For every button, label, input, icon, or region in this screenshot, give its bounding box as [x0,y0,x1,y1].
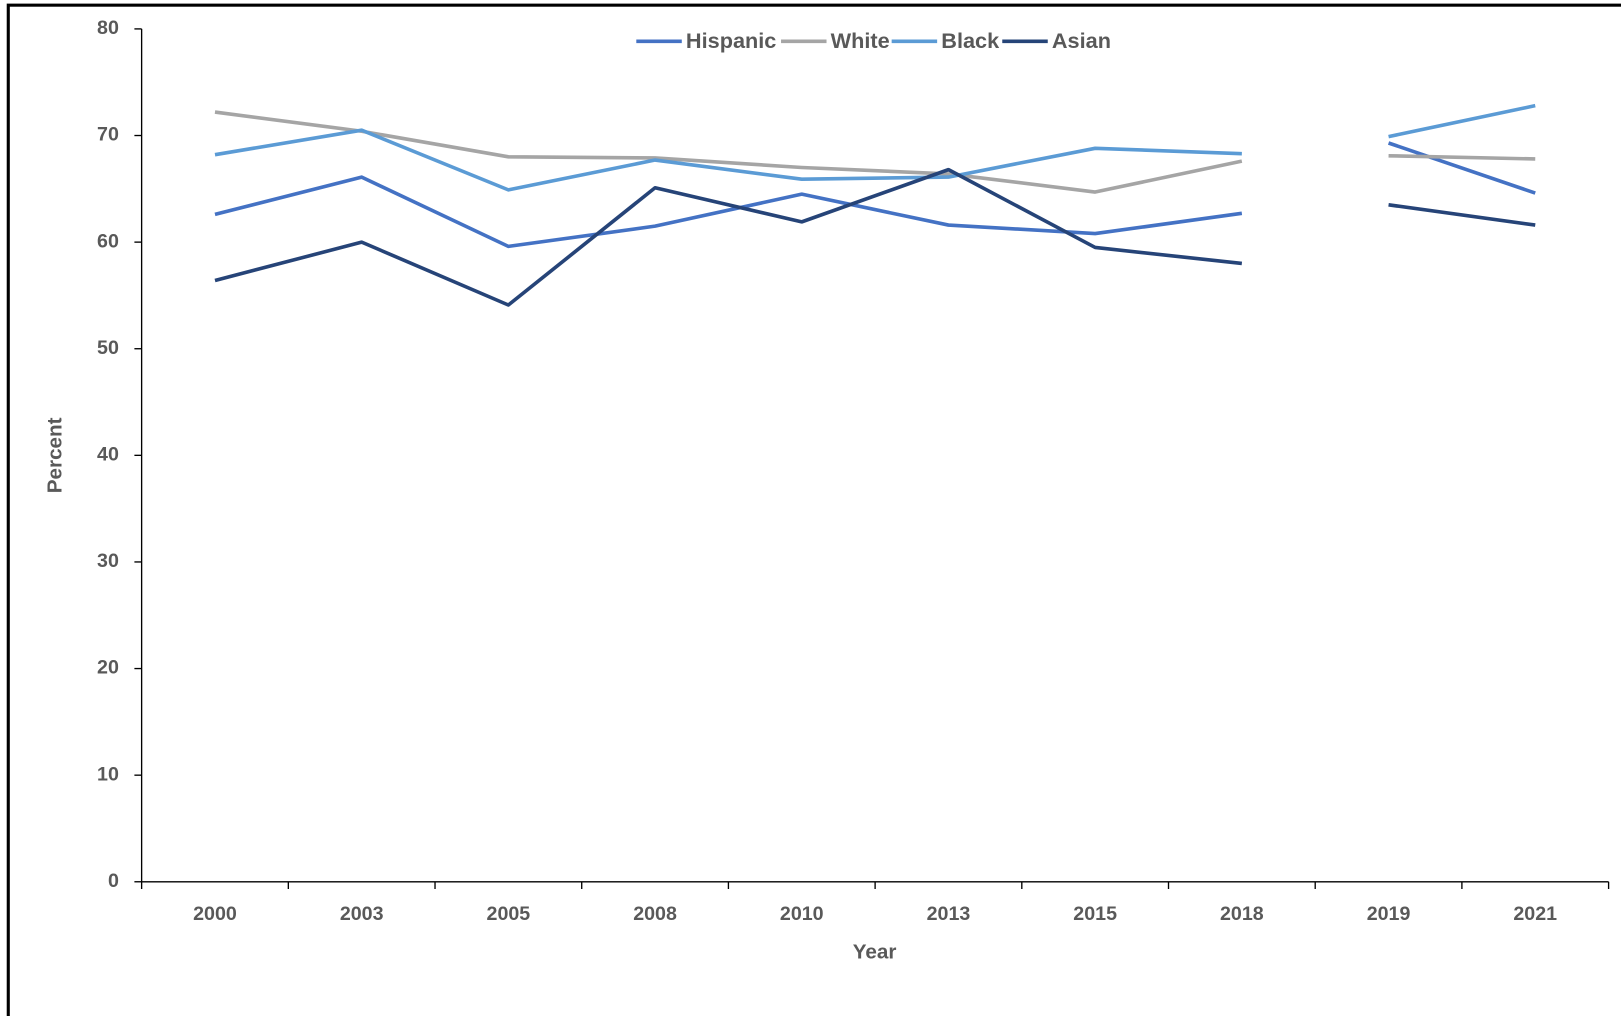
x-tick-label: 2021 [1513,903,1557,925]
legend-label: Black [941,28,1000,53]
line-series [214,110,1536,194]
x-tick-label: 2019 [1367,903,1411,925]
y-tick-label: 50 [97,337,119,359]
x-tick-label: 2005 [487,903,531,925]
y-axis-label: Percent [43,417,66,493]
x-tick-label: 2010 [780,903,824,925]
legend-label: Hispanic [686,28,776,53]
y-tick-label: 70 [97,124,119,146]
x-tick-label: 2013 [927,903,971,925]
y-tick-label: 30 [97,550,119,572]
y-tick-label: 40 [97,444,119,466]
line-series [214,103,1536,192]
legend-label: White [831,28,890,53]
line-series [214,167,1536,307]
y-tick-label: 0 [108,870,119,892]
legend-label: Asian [1052,28,1111,53]
frame [6,3,1621,1016]
x-axis-label: Year [853,940,897,963]
x-tick-label: 2000 [193,903,237,925]
x-tick-label: 2008 [633,903,677,925]
x-tick-label: 2018 [1220,903,1264,925]
x-tick-label: 2015 [1073,903,1117,925]
x-tick-label: 2003 [340,903,384,925]
line-series [214,141,1536,249]
y-tick-label: 60 [97,230,119,252]
y-tick-label: 80 [97,17,119,39]
y-tick-label: 10 [97,763,119,785]
y-tick-label: 20 [97,657,119,679]
